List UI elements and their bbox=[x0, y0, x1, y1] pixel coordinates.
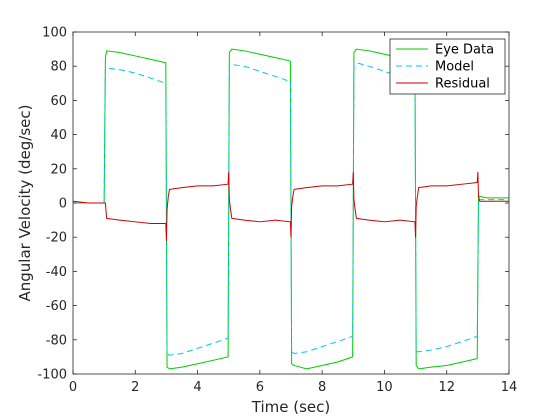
x-tick-label: 6 bbox=[256, 380, 264, 395]
ticks-layer: 0 2 4 6 8 10 12 14 -100 -80 -60 -40 -20 0 20 40 60 80 100 bbox=[37, 26, 517, 396]
y-tick-label: 100 bbox=[42, 26, 67, 41]
y-axis-label: Angular Velocity (deg/sec) bbox=[16, 104, 34, 301]
y-tick-label: 60 bbox=[50, 94, 67, 109]
y-tick-label: -80 bbox=[46, 333, 67, 348]
x-tick-label: 10 bbox=[376, 380, 393, 395]
x-tick-label: 0 bbox=[69, 380, 77, 395]
series-layer bbox=[72, 48, 509, 370]
x-tick-label: 4 bbox=[193, 380, 201, 395]
legend: Eye Data Model Residual bbox=[389, 38, 506, 95]
y-tick-label: -60 bbox=[46, 299, 67, 314]
legend-label: Model bbox=[435, 60, 474, 75]
y-tick-label: -40 bbox=[46, 265, 67, 280]
series-line-residual bbox=[72, 171, 509, 242]
y-tick-label: 80 bbox=[50, 60, 67, 75]
y-tick-label: 40 bbox=[50, 128, 67, 143]
x-tick-label: 14 bbox=[501, 380, 518, 395]
legend-label: Eye Data bbox=[435, 43, 494, 58]
y-tick-label: 0 bbox=[59, 197, 67, 212]
x-tick-label: 12 bbox=[438, 380, 455, 395]
legend-label: Residual bbox=[435, 77, 490, 92]
x-axis-label: Time (sec) bbox=[251, 398, 330, 416]
y-tick-label: -100 bbox=[37, 368, 67, 383]
x-tick-label: 2 bbox=[131, 380, 139, 395]
y-tick-label: -20 bbox=[46, 231, 67, 246]
y-tick-label: 20 bbox=[50, 162, 67, 177]
x-tick-label: 8 bbox=[318, 380, 326, 395]
